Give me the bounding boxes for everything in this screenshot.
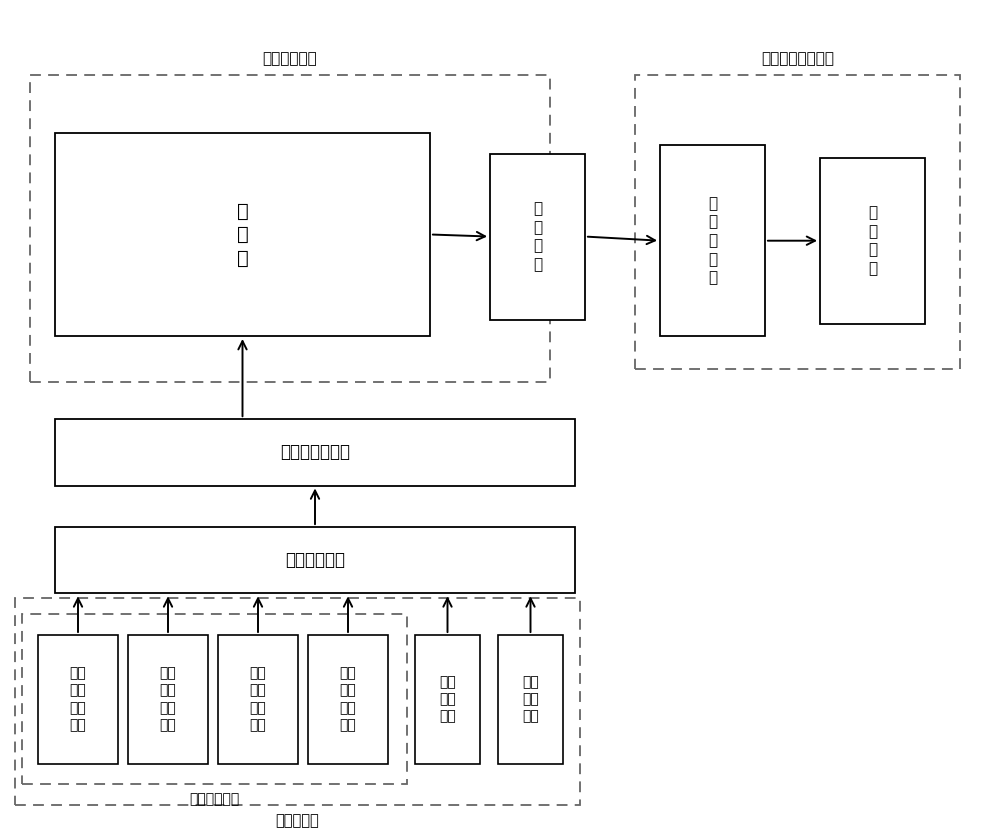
Text: 数据存储显示模块: 数据存储显示模块 — [761, 51, 834, 66]
Bar — [55, 133, 430, 336]
Text: 食材
清洗
视频
模块: 食材 清洗 视频 模块 — [70, 666, 86, 732]
Bar — [22, 614, 407, 784]
Bar — [308, 635, 388, 764]
Bar — [635, 75, 960, 369]
Bar — [55, 419, 575, 486]
Bar — [498, 635, 563, 764]
Bar — [820, 158, 925, 324]
Text: 控
制
器: 控 制 器 — [237, 202, 248, 267]
Text: 图像
录入
单元: 图像 录入 单元 — [522, 675, 539, 724]
Bar — [38, 635, 118, 764]
Text: 食材
加工
视频
模块: 食材 加工 视频 模块 — [340, 666, 356, 732]
Text: 食材
存储
视频
模块: 食材 存储 视频 模块 — [250, 666, 266, 732]
Text: 餐饮视频模块: 餐饮视频模块 — [189, 793, 240, 807]
Text: 数据采集模块: 数据采集模块 — [263, 51, 317, 66]
Text: 云
端
服
务
器: 云 端 服 务 器 — [708, 196, 717, 286]
Bar — [128, 635, 208, 764]
Text: 控
制
单
元: 控 制 单 元 — [533, 201, 542, 272]
Text: 配送
视频
模块: 配送 视频 模块 — [439, 675, 456, 724]
Bar — [55, 527, 575, 593]
Text: 可视化模块: 可视化模块 — [276, 813, 319, 828]
Text: 网
络
终
端: 网 络 终 端 — [868, 205, 877, 276]
Bar — [15, 598, 580, 805]
Bar — [218, 635, 298, 764]
Bar — [415, 635, 480, 764]
Bar — [660, 145, 765, 336]
Text: 电子码生成单元: 电子码生成单元 — [280, 443, 350, 461]
Bar — [30, 75, 550, 382]
Bar — [490, 154, 585, 320]
Text: 食材
转运
视频
模块: 食材 转运 视频 模块 — [160, 666, 176, 732]
Text: 文字输入单元: 文字输入单元 — [285, 551, 345, 569]
